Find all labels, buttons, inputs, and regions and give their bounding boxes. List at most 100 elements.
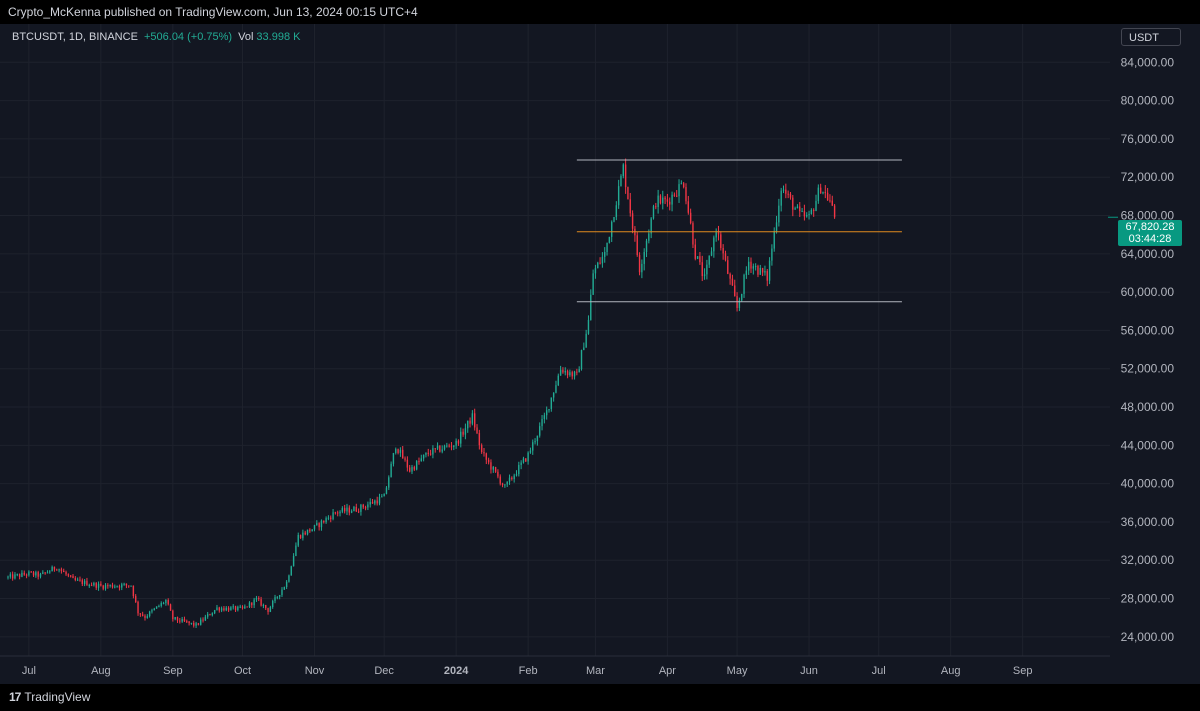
candle-body [548,408,550,411]
symbol-title[interactable]: BTCUSDT, 1D, BINANCE [12,31,138,43]
candle-body [562,369,564,373]
candle-body [83,580,86,584]
candle-body [265,604,267,609]
y-tick-label: 76,000.00 [1121,132,1175,146]
candle-body [371,501,374,504]
candle-body [689,212,692,224]
currency-selector[interactable]: USDT [1121,28,1181,46]
candle-body [638,255,641,273]
candle-body [473,413,476,428]
candle-body [759,267,761,275]
candle-body [383,493,385,497]
candle-body [666,199,669,202]
candle-body [218,607,220,611]
candle-body [102,585,104,589]
candle-body [188,621,190,624]
tradingview-logo[interactable]: 17 TradingView [9,690,90,704]
candle-body [794,208,796,210]
candle-body [513,475,515,480]
candle-body [457,440,460,444]
candle-body [148,611,151,617]
y-tick-label: 28,000.00 [1121,592,1175,606]
bar-countdown: 03:44:28 [1128,233,1172,245]
candle-body [28,571,30,576]
candle-body [664,197,666,200]
candle-body [806,215,808,217]
candle-body [90,585,93,587]
candle-body [320,520,323,528]
candle-body [597,262,599,269]
candle-body [476,427,478,434]
candle-body [720,234,722,248]
candle-body [306,529,309,535]
candle-body [557,375,559,386]
candle-body [775,222,778,232]
candle-body [158,605,160,607]
candle-body [72,575,74,579]
candle-body [799,206,801,212]
candle-body [402,449,404,459]
candlestick-chart[interactable]: 24,000.00 28,000.00 32,000.00 36,000.00 40,0… [0,24,1200,684]
candle-body [724,253,727,261]
candle-body [337,512,339,514]
candle-body [304,532,306,535]
candle-body [39,573,42,577]
candle-body [195,623,197,626]
candle-body [817,187,820,201]
candle-body [230,607,232,611]
publisher-text: Crypto_McKenna published on TradingView.… [8,5,418,19]
candle-body [81,580,84,584]
candle-body [197,623,200,625]
x-tick-label: Aug [941,665,961,677]
candle-body [453,445,455,447]
candle-body [819,187,822,194]
x-tick-label: Apr [659,665,676,677]
candle-body [439,445,441,452]
candle-body [483,451,485,454]
candle-body [132,585,135,597]
candle-body [460,431,462,444]
candle-body [144,615,146,618]
candle-body [374,500,376,504]
candle-body [592,273,594,295]
candle-body [706,264,708,275]
candle-body [276,596,279,598]
candle-body [86,580,88,586]
x-tick-label: May [727,665,748,677]
candle-body [258,598,260,600]
candle-body [699,256,701,263]
tradingview-brand: TradingView [24,690,91,704]
candle-body [747,261,750,271]
candle-body [455,440,457,446]
candle-body [631,213,634,229]
candle-body [752,266,755,269]
x-tick-label: Dec [374,665,394,677]
candle-body [100,583,102,586]
candle-body [831,200,833,206]
candle-body [808,213,810,216]
candle-body [281,589,283,596]
candle-body [478,433,481,446]
y-tick-label: 68,000.00 [1121,209,1175,223]
candle-body [346,507,348,512]
y-tick-label: 40,000.00 [1121,477,1175,491]
candle-body [497,471,499,477]
candle-body [241,606,244,609]
candle-body [729,273,731,279]
candle-body [56,569,58,571]
y-tick-label: 72,000.00 [1121,170,1175,184]
candle-body [636,235,638,256]
chart-panel[interactable]: 24,000.00 28,000.00 32,000.00 36,000.00 40,0… [0,24,1200,684]
y-tick-label: 64,000.00 [1121,247,1175,261]
candle-body [425,452,427,455]
candle-body [339,511,341,514]
candle-body [165,599,167,604]
candle-body [295,545,297,556]
candle-body [200,619,202,625]
candle-body [42,572,44,574]
candle-body [766,271,768,281]
candle-body [604,252,606,257]
candle-body [771,248,773,261]
candle-body [302,532,304,539]
candle-body [378,497,381,504]
